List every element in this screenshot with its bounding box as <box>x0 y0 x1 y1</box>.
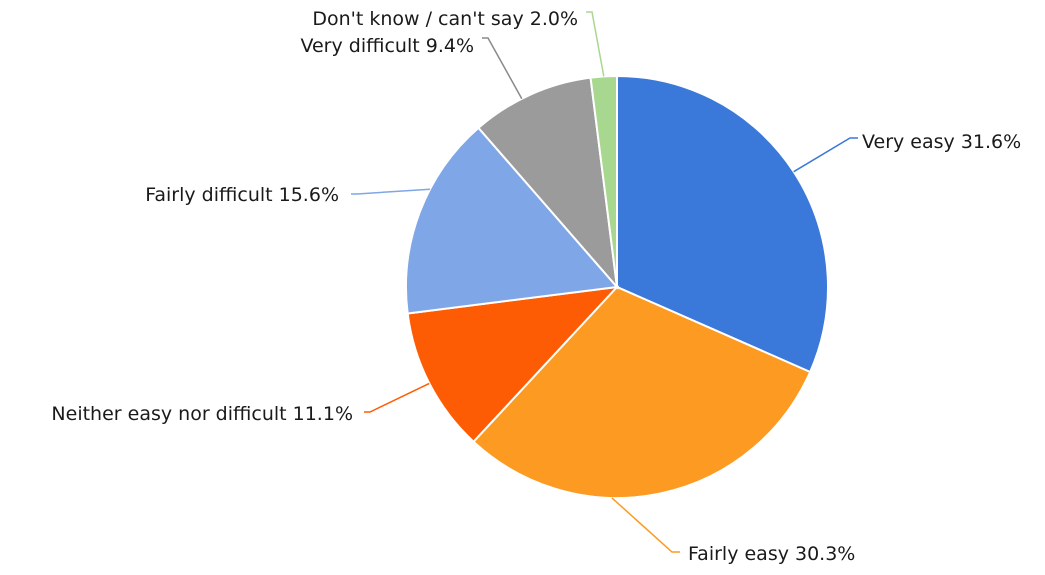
pie-leader-lines <box>351 11 858 553</box>
slice-label: Fairly difficult 15.6% <box>145 184 339 206</box>
slice-label: Neither easy nor difficult 11.1% <box>51 403 353 425</box>
pie-slice-very-easy <box>616 74 829 374</box>
pie-slice-neither-easy-nor-difficult <box>406 285 620 444</box>
leader-line <box>793 137 858 173</box>
pie-slice-fairly-easy <box>472 285 812 499</box>
pie-slices <box>405 74 829 499</box>
leader-line <box>482 37 523 100</box>
leader-line <box>364 382 430 413</box>
leader-line <box>586 11 605 77</box>
leader-line <box>611 497 680 553</box>
pie-slice-fairly-difficult <box>405 126 619 315</box>
slice-label: Fairly easy 30.3% <box>688 543 855 565</box>
pie-slice-don-t-know-can-t-say <box>589 74 618 288</box>
leader-line <box>351 188 431 195</box>
slice-label: Very easy 31.6% <box>862 131 1021 153</box>
pie-slice-very-difficult <box>477 76 619 291</box>
pie-labels: Very easy 31.6% Fairly easy 30.3% Neither … <box>51 8 1021 565</box>
slice-label: Don't know / can't say 2.0% <box>312 8 578 30</box>
slice-label: Very difficult 9.4% <box>300 35 474 57</box>
